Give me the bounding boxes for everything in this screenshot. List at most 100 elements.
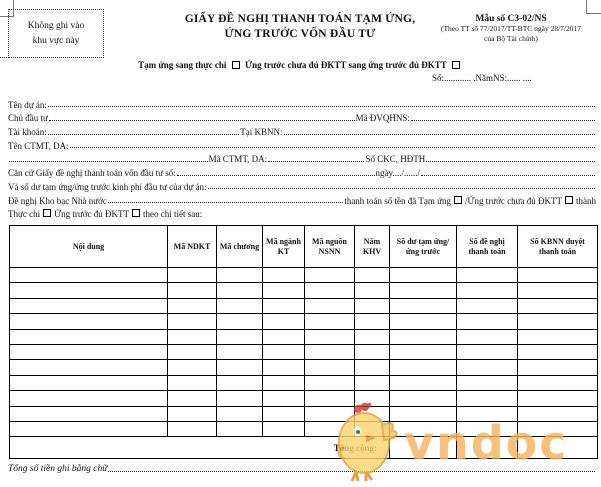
field-label: theo chi tiết sau: bbox=[142, 209, 203, 220]
field-label: Tên CTMT, DA: bbox=[8, 140, 69, 151]
table-row bbox=[9, 297, 598, 315]
table-cell bbox=[517, 328, 598, 345]
table-cell bbox=[167, 420, 217, 438]
table-cell bbox=[354, 297, 390, 315]
field-basis-request: Căn cứ Giấy đề nghị thanh toán vốn đầu t… bbox=[8, 164, 596, 178]
field-label: Số CKC, HĐTH bbox=[365, 154, 426, 165]
table-cell bbox=[9, 297, 168, 315]
field-label: Mã ĐVQHNS: bbox=[355, 113, 410, 124]
field-label: Căn cứ Giấy đề nghị thanh toán vốn đầu t… bbox=[8, 168, 176, 179]
table-cell bbox=[304, 297, 355, 315]
table-cell bbox=[389, 390, 457, 407]
table-cell bbox=[517, 343, 598, 361]
column-header: Số dư tạm ứng/ứng trước bbox=[389, 225, 457, 268]
table-cell bbox=[456, 374, 518, 392]
table-row bbox=[9, 282, 598, 299]
table-cell bbox=[304, 282, 355, 299]
page-corner-mark-left bbox=[0, 0, 14, 17]
dotted-fill bbox=[108, 470, 595, 472]
table-cell bbox=[456, 343, 518, 361]
table-row bbox=[9, 266, 598, 284]
field-label: /Ứng trước chưa đủ ĐKTT bbox=[465, 195, 562, 206]
field-label: Và số dư tạm ứng/ứng trước kinh phí đầu … bbox=[8, 181, 207, 192]
table-cell bbox=[9, 405, 168, 422]
field-account: Tài khoản: Tại KBNN: bbox=[8, 123, 596, 137]
table-cell bbox=[456, 420, 518, 438]
table-cell bbox=[167, 266, 217, 284]
table-cell bbox=[167, 390, 217, 407]
table-cell bbox=[304, 328, 355, 345]
table-cell bbox=[456, 282, 518, 299]
table-row bbox=[9, 390, 598, 407]
dotted-fill bbox=[283, 133, 595, 135]
table-total-row: Tổng cộng: bbox=[9, 436, 598, 460]
table-cell bbox=[167, 328, 217, 345]
form-number: Mẫu số C3-02/NS bbox=[475, 14, 547, 24]
table-row bbox=[9, 420, 598, 438]
type-option2-label: Ứng trước chưa đủ ĐKTT sang ứng trước đủ… bbox=[244, 60, 447, 70]
table-cell bbox=[262, 266, 305, 284]
table-row bbox=[9, 374, 598, 392]
dotted-fill bbox=[176, 174, 375, 176]
table-cell bbox=[216, 266, 263, 284]
table-cell bbox=[216, 328, 263, 345]
field-program-name: Tên CTMT, DA: bbox=[8, 137, 596, 151]
table-cell bbox=[389, 405, 457, 422]
table-cell bbox=[304, 359, 355, 376]
table-cell bbox=[389, 297, 457, 315]
total-label-cell: Tổng cộng: bbox=[9, 436, 390, 460]
table-cell bbox=[354, 359, 390, 376]
table-cell bbox=[354, 390, 390, 407]
column-header: Năm KHV bbox=[354, 225, 390, 268]
column-header: Mã nguồn NSNN bbox=[304, 225, 355, 268]
field-label: thành bbox=[576, 195, 596, 206]
table-cell bbox=[304, 266, 355, 284]
field-program-code: Mã CTMT, DA: Số CKC, HĐTH bbox=[8, 151, 596, 165]
table-cell bbox=[517, 266, 598, 284]
table-cell bbox=[354, 282, 390, 299]
table-cell bbox=[304, 390, 355, 407]
table-cell bbox=[456, 405, 518, 422]
table-cell bbox=[389, 420, 457, 438]
dotted-fill bbox=[420, 174, 595, 176]
table-cell bbox=[216, 405, 263, 422]
table-cell bbox=[304, 420, 355, 438]
table-cell bbox=[389, 374, 457, 392]
dotted-fill bbox=[410, 119, 595, 121]
dotted-fill bbox=[426, 160, 595, 162]
table-cell bbox=[216, 313, 263, 330]
type-option1-label: Tạm ứng sang thực chi bbox=[138, 60, 227, 70]
table-cell bbox=[262, 343, 305, 361]
field-investor: Chủ đầu tư Mã ĐVQHNS: bbox=[8, 110, 596, 124]
total-requested-cell bbox=[456, 436, 518, 460]
table-cell bbox=[304, 374, 355, 392]
table-cell bbox=[262, 328, 305, 345]
form-fields: Tên dự án: Chủ đầu tư Mã ĐVQHNS: Tài kho… bbox=[8, 96, 596, 220]
table-cell bbox=[389, 313, 457, 330]
field-label: thanh toán số tền đã Tạm ứng bbox=[344, 195, 452, 206]
field-label: Tên dự án: bbox=[8, 99, 47, 110]
table-header-row: Nội dung Mã NDKT Mã chương Mã ngành KT Mã ng… bbox=[9, 225, 598, 268]
column-header: Mã chương bbox=[216, 225, 263, 268]
type-checkbox-line: Tạm ứng sang thực chi Ứng trước chưa đủ … bbox=[0, 60, 601, 70]
table-row bbox=[9, 359, 598, 376]
table-cell bbox=[517, 313, 598, 330]
column-header: Số KBNN duyệt thanh toán bbox=[517, 225, 598, 268]
table-cell bbox=[517, 390, 598, 407]
field-advance-balance: Và số dư tạm ứng/ứng trước kinh phí đầu … bbox=[8, 178, 596, 192]
table-cell bbox=[354, 343, 390, 361]
table-cell bbox=[167, 405, 217, 422]
no-write-box-extension-line bbox=[0, 57, 9, 58]
table-row bbox=[9, 405, 598, 422]
table-cell bbox=[167, 343, 217, 361]
table-cell bbox=[354, 266, 390, 284]
table-cell bbox=[456, 266, 518, 284]
field-label: Ứng trước đủ ĐKTT bbox=[54, 209, 129, 220]
table-cell bbox=[216, 420, 263, 438]
field-detail-intro: Thực chi Ứng trước đủ ĐKTT theo chi tiết… bbox=[8, 206, 596, 220]
table-cell bbox=[262, 297, 305, 315]
table-cell bbox=[389, 282, 457, 299]
table-cell bbox=[389, 266, 457, 284]
table-cell bbox=[517, 359, 598, 376]
no-write-text-line1: Không ghi vào bbox=[27, 21, 85, 32]
